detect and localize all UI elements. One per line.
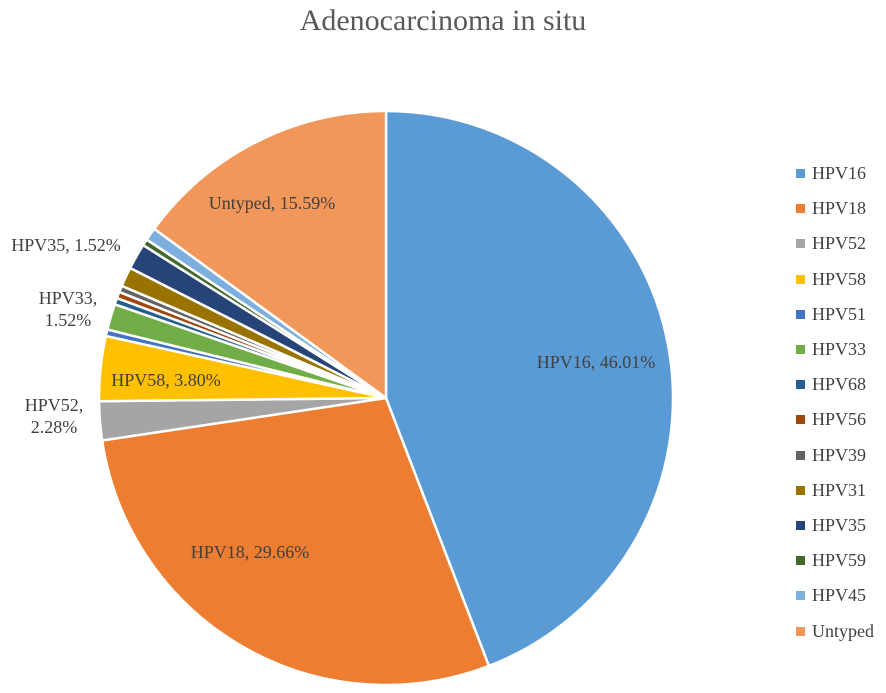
legend-item-hpv58: HPV58 — [796, 262, 874, 297]
legend-item-hpv56: HPV56 — [796, 402, 874, 437]
legend-label: HPV39 — [812, 444, 867, 465]
legend-item-hpv51: HPV51 — [796, 297, 874, 332]
legend-swatch — [796, 380, 805, 390]
legend-item-hpv45: HPV45 — [796, 578, 874, 613]
legend-item-hpv18: HPV18 — [796, 191, 874, 226]
legend-swatch — [796, 450, 805, 460]
legend-label: HPV33 — [812, 339, 867, 360]
legend-label: HPV59 — [812, 550, 867, 571]
legend-swatch — [796, 591, 805, 601]
legend-swatch — [796, 415, 805, 425]
legend: HPV16 HPV18 HPV52 HPV58 HPV51 HPV33 HPV68 HPV56… — [796, 156, 874, 649]
legend-swatch — [796, 239, 805, 249]
legend-item-hpv33: HPV33 — [796, 332, 874, 367]
legend-item-hpv35: HPV35 — [796, 508, 874, 543]
legend-label: HPV56 — [812, 409, 867, 430]
pie-slice-hpv18 — [100, 396, 491, 687]
legend-label: HPV16 — [812, 163, 867, 184]
legend-item-hpv59: HPV59 — [796, 543, 874, 578]
pie-slice-hpv16 — [384, 109, 675, 668]
legend-swatch — [796, 274, 805, 284]
legend-swatch — [796, 485, 805, 495]
legend-item-untyped: Untyped — [796, 613, 874, 648]
legend-label: HPV35 — [812, 514, 867, 535]
legend-swatch — [796, 204, 805, 214]
pie-slice-untyped — [152, 109, 388, 401]
legend-swatch — [796, 309, 805, 319]
legend-label: HPV68 — [812, 374, 867, 395]
legend-label: HPV18 — [812, 198, 867, 219]
data-label-hpv18: HPV18, 29.66% — [191, 542, 310, 562]
legend-swatch — [796, 169, 805, 179]
data-label-hpv16: HPV16, 46.01% — [537, 352, 656, 372]
chart-title: Adenocarcinoma in situ — [299, 4, 587, 37]
data-label-hpv52: HPV52, 2.28% — [25, 395, 84, 437]
legend-label: HPV51 — [812, 303, 867, 324]
legend-item-hpv39: HPV39 — [796, 438, 874, 473]
data-label-hpv35: HPV35, 1.52% — [11, 235, 121, 255]
legend-swatch — [796, 520, 805, 530]
legend-label: HPV45 — [812, 585, 867, 606]
legend-item-hpv52: HPV52 — [796, 226, 874, 261]
legend-label: HPV58 — [812, 268, 867, 289]
legend-swatch — [796, 556, 805, 566]
data-label-hpv33: HPV33, 1.52% — [39, 288, 98, 330]
legend-label: HPV52 — [812, 233, 867, 254]
legend-label: HPV31 — [812, 479, 867, 500]
legend-item-hpv31: HPV31 — [796, 473, 874, 508]
legend-label: Untyped — [812, 620, 874, 641]
legend-item-hpv16: HPV16 — [796, 156, 874, 191]
legend-swatch — [796, 626, 805, 636]
data-label-hpv58: HPV58, 3.80% — [111, 370, 221, 390]
legend-swatch — [796, 345, 805, 355]
data-label-untyped: Untyped, 15.59% — [209, 193, 335, 213]
legend-item-hpv68: HPV68 — [796, 367, 874, 402]
